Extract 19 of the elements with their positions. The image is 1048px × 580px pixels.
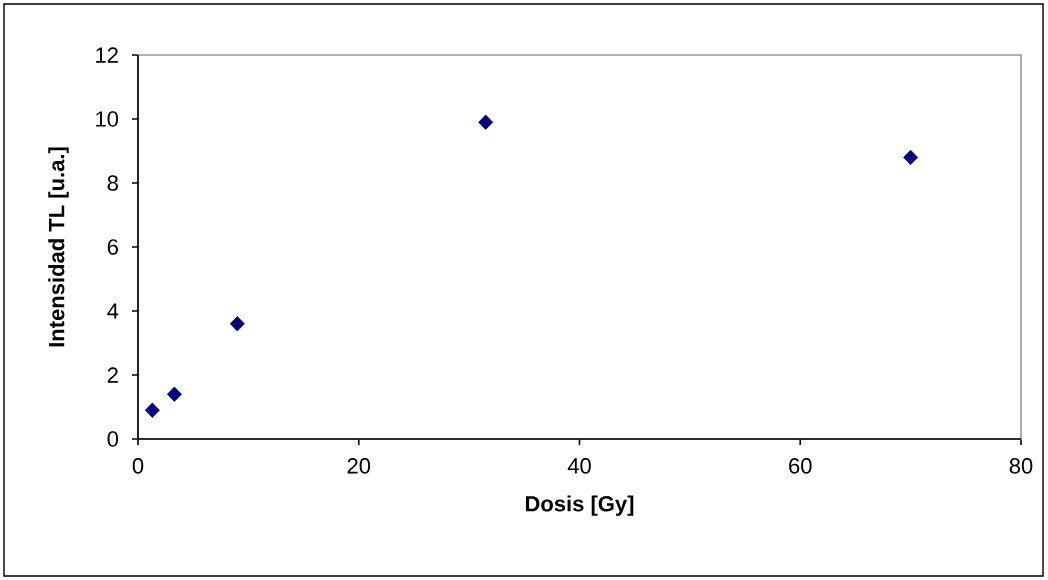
y-tick-label: 8 [107,175,118,191]
point [144,402,160,418]
y-tick-label: 2 [107,367,118,383]
point [229,316,245,332]
point [167,386,182,402]
x-tick-label: 40 [567,458,591,474]
x-tick-label: 60 [789,458,812,474]
point [903,149,919,165]
y-tick-label: 6 [107,239,118,255]
x-tick-label: 80 [1009,458,1033,474]
x-tick-label: 0 [132,458,144,474]
y-tick-label: 12 [96,47,118,63]
x-tick-label: 20 [347,458,371,474]
y-tick-label: 4 [107,303,119,319]
y-axis-title: Intensidad TL [u.a.] [48,147,69,347]
point [478,114,494,130]
y-tick-label: 10 [96,111,119,127]
x-axis-title: Dosis [Gy] [525,495,634,516]
y-tick-label: 0 [107,431,119,447]
